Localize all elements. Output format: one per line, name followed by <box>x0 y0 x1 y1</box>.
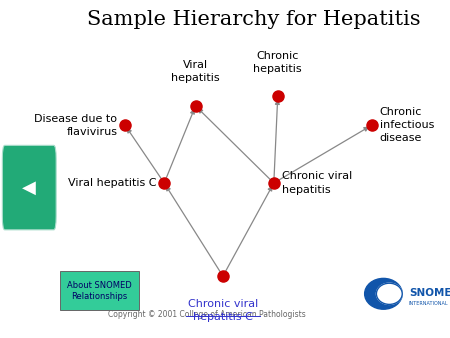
Circle shape <box>364 279 402 309</box>
Text: Viral
hepatitis: Viral hepatitis <box>171 60 220 83</box>
Text: Disease due to
flavivirus: Disease due to flavivirus <box>34 114 117 137</box>
Text: Chronic
infectious
disease: Chronic infectious disease <box>379 107 434 143</box>
FancyBboxPatch shape <box>2 145 56 230</box>
Text: SNOMED: SNOMED <box>409 288 450 298</box>
Text: Sample Hierarchy for Hepatitis: Sample Hierarchy for Hepatitis <box>87 9 421 29</box>
Text: Chronic viral
hepatitis: Chronic viral hepatitis <box>282 171 352 195</box>
Text: Copyright © 2001 College of American Pathologists: Copyright © 2001 College of American Pat… <box>108 311 306 319</box>
Text: Viral hepatitis C: Viral hepatitis C <box>68 178 157 188</box>
Text: ◀: ◀ <box>22 178 36 197</box>
Text: Chronic viral
hepatitis C: Chronic viral hepatitis C <box>188 299 258 322</box>
Circle shape <box>376 283 402 305</box>
Text: About SNOMED
Relationships: About SNOMED Relationships <box>67 281 132 300</box>
Text: INTERNATIONAL: INTERNATIONAL <box>409 301 449 306</box>
Text: Chronic
hepatitis: Chronic hepatitis <box>253 51 302 74</box>
FancyBboxPatch shape <box>60 271 139 310</box>
